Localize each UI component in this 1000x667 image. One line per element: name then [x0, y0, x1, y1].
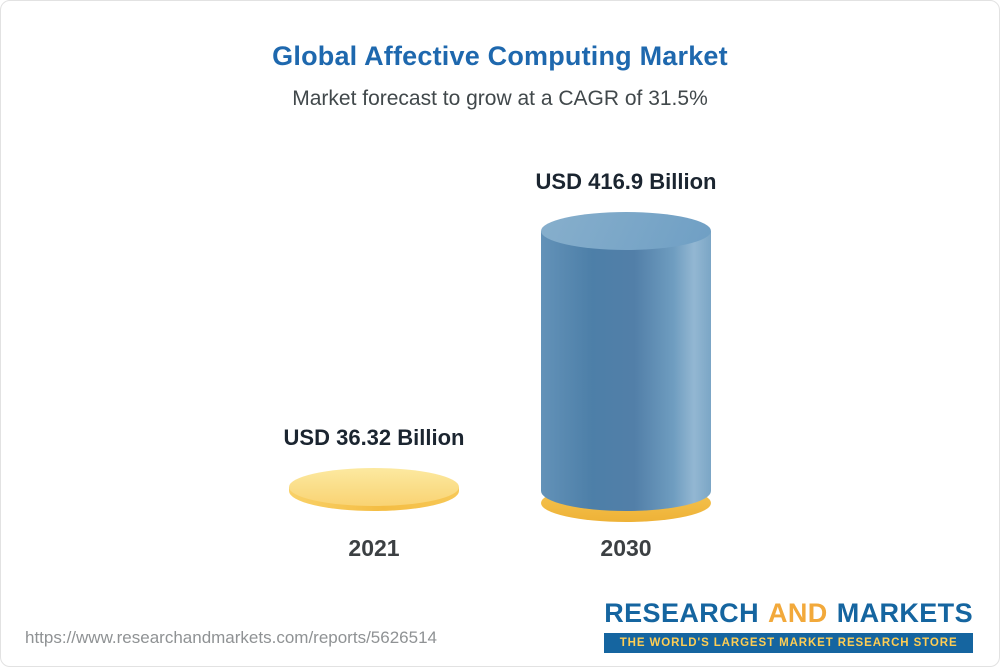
- cylinder-bar-2030: [541, 212, 711, 522]
- logo-wordmark: RESEARCH AND MARKETS: [604, 598, 973, 629]
- bar-group-2030: USD 416.9 Billion 2030: [536, 169, 717, 562]
- report-url: https://www.researchandmarkets.com/repor…: [25, 628, 437, 647]
- chart-header: Global Affective Computing Market Market…: [1, 41, 999, 111]
- category-label-2021: 2021: [348, 535, 400, 561]
- logo-word-research: RESEARCH: [604, 598, 759, 628]
- logo-word-and: AND: [767, 598, 828, 628]
- cylinder-top-face-2030: [541, 212, 711, 250]
- category-label-2030: 2030: [600, 535, 652, 561]
- cylinder-top-face-2021: [289, 468, 459, 506]
- logo-word-markets: MARKETS: [836, 598, 973, 628]
- logo-tagline: THE WORLD'S LARGEST MARKET RESEARCH STOR…: [604, 633, 973, 653]
- chart-subtitle: Market forecast to grow at a CAGR of 31.…: [292, 87, 708, 110]
- chart-title: Global Affective Computing Market: [272, 41, 728, 71]
- value-label-2030: USD 416.9 Billion: [535, 169, 717, 194]
- cylinder-body-2030: [541, 231, 711, 511]
- bar-group-2021: USD 36.32 Billion 2021: [284, 425, 465, 562]
- cylinder-bar-2021: [289, 468, 459, 511]
- value-label-2021: USD 36.32 Billion: [283, 425, 465, 450]
- research-and-markets-logo: RESEARCH AND MARKETS THE WORLD'S LARGEST…: [604, 598, 973, 653]
